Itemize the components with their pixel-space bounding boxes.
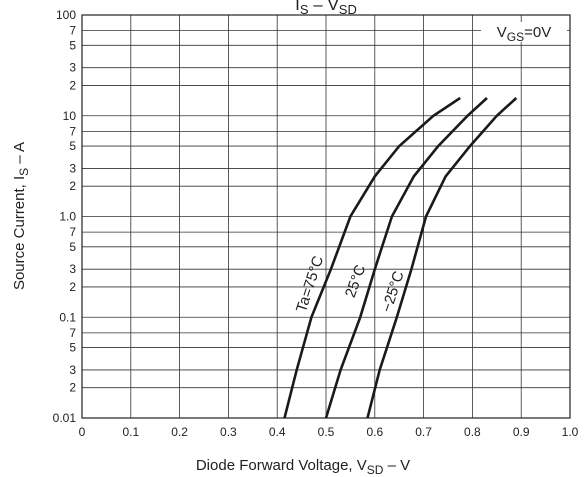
y-axis-label: Source Current, IS – A bbox=[11, 142, 31, 290]
y-tick-label: 2 bbox=[69, 179, 76, 193]
x-tick-label: 1.0 bbox=[562, 425, 579, 439]
title-main: I bbox=[295, 0, 300, 14]
curve-label: Ta=75°C bbox=[293, 254, 327, 315]
grid bbox=[81, 14, 571, 419]
plot-frame bbox=[81, 14, 571, 419]
x-tick-label: 0.9 bbox=[513, 425, 530, 439]
y-tick-label: 0.01 bbox=[53, 411, 77, 425]
y-tick-label: 5 bbox=[69, 38, 76, 52]
annotation-sub: GS bbox=[507, 30, 524, 44]
curve bbox=[324, 97, 488, 419]
y-tick-label: 2 bbox=[69, 280, 76, 294]
y-tick-label: 5 bbox=[69, 139, 76, 153]
ylabel-rest: – A bbox=[11, 142, 28, 168]
xlabel-sub: SD bbox=[367, 463, 384, 477]
y-tick-label: 5 bbox=[69, 240, 76, 254]
x-tick-label: 0 bbox=[79, 425, 86, 439]
y-tick-label: 2 bbox=[69, 78, 76, 92]
x-tick-label: 0.3 bbox=[220, 425, 237, 439]
curve bbox=[283, 96, 461, 419]
x-tick-label: 0.8 bbox=[464, 425, 481, 439]
y-tick-label: 3 bbox=[69, 61, 76, 75]
y-tick-label: 7 bbox=[69, 225, 76, 239]
x-tick-label: 0.1 bbox=[122, 425, 139, 439]
y-tick-label: 100 bbox=[56, 8, 76, 22]
x-tick-label: 0.4 bbox=[269, 425, 286, 439]
xlabel-rest: – V bbox=[383, 457, 410, 474]
title-sub: S bbox=[300, 2, 309, 17]
y-tick-label: 3 bbox=[69, 363, 76, 377]
ylabel-sub: S bbox=[17, 168, 31, 176]
x-tick-label: 0.6 bbox=[366, 425, 383, 439]
xlabel-main: Diode Forward Voltage, V bbox=[196, 457, 367, 474]
curve bbox=[366, 97, 518, 419]
annotation-rest: =0V bbox=[524, 24, 551, 41]
y-tick-label: 5 bbox=[69, 341, 76, 355]
ylabel-main: Source Current, I bbox=[11, 176, 28, 290]
annotation: VGS=0V bbox=[497, 24, 551, 44]
x-tick-label: 0.2 bbox=[171, 425, 188, 439]
annotation-bg bbox=[481, 22, 567, 42]
curves bbox=[283, 96, 518, 419]
y-tick-label: 3 bbox=[69, 161, 76, 175]
x-axis-label: Diode Forward Voltage, VSD – V bbox=[196, 457, 410, 477]
y-tick-label: 10 bbox=[63, 109, 77, 123]
y-tick-label: 7 bbox=[69, 124, 76, 138]
y-tick-label: 7 bbox=[69, 24, 76, 38]
y-tick-label: 2 bbox=[69, 381, 76, 395]
x-tick-label: 0.5 bbox=[318, 425, 335, 439]
title-sub: SD bbox=[339, 2, 357, 17]
x-tick-label: 0.7 bbox=[415, 425, 432, 439]
y-tick-label: 1.0 bbox=[59, 210, 76, 224]
curve-label: 25°C bbox=[342, 262, 369, 299]
title-mid: – V bbox=[309, 0, 340, 14]
annotation-main: V bbox=[497, 24, 507, 41]
y-tick-label: 3 bbox=[69, 262, 76, 276]
y-tick-label: 0.1 bbox=[59, 310, 76, 324]
y-tick-label: 7 bbox=[69, 326, 76, 340]
chart-title: IS – VSD bbox=[295, 0, 357, 17]
